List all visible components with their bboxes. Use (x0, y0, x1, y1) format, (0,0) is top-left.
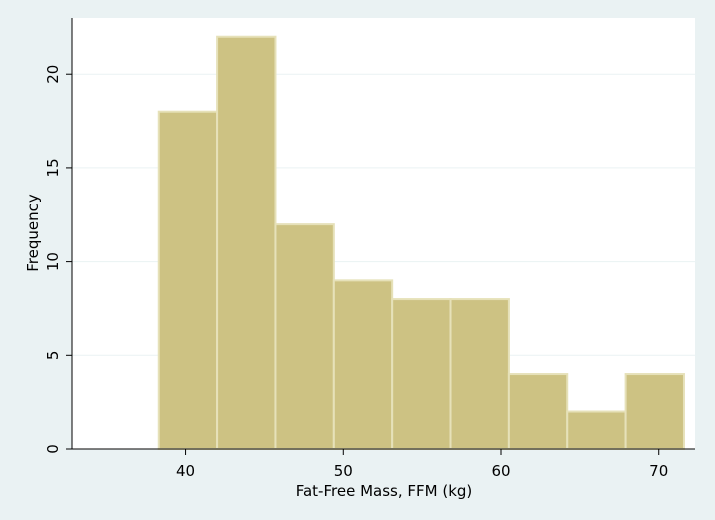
x-tick-label-40: 40 (176, 462, 195, 480)
histogram-bar-5 (391, 298, 452, 450)
x-tick-label-70: 70 (649, 462, 668, 480)
y-axis-title: Frequency (24, 194, 42, 272)
y-tick-label-15: 15 (44, 158, 62, 177)
histogram-bar-1 (157, 110, 219, 451)
histogram-bar-9 (624, 373, 685, 451)
x-axis-ticks: 40 50 60 70 (176, 449, 668, 480)
x-tick-label-60: 60 (491, 462, 510, 480)
x-axis-title: Fat-Free Mass, FFM (kg) (296, 482, 473, 500)
y-tick-label-5: 5 (44, 351, 62, 361)
histogram-bar-8 (566, 410, 627, 450)
histogram-bar-6 (449, 298, 510, 450)
histogram-bar-3 (274, 223, 335, 450)
x-tick-label-50: 50 (334, 462, 353, 480)
histogram-bar-2 (216, 35, 277, 450)
histogram-bar-7 (507, 373, 569, 451)
y-tick-label-10: 10 (44, 252, 62, 271)
histogram-bar-4 (332, 279, 394, 451)
y-tick-label-20: 20 (44, 65, 62, 84)
y-axis-ticks: 0 5 10 15 20 (44, 65, 72, 454)
y-tick-label-0: 0 (44, 444, 62, 454)
